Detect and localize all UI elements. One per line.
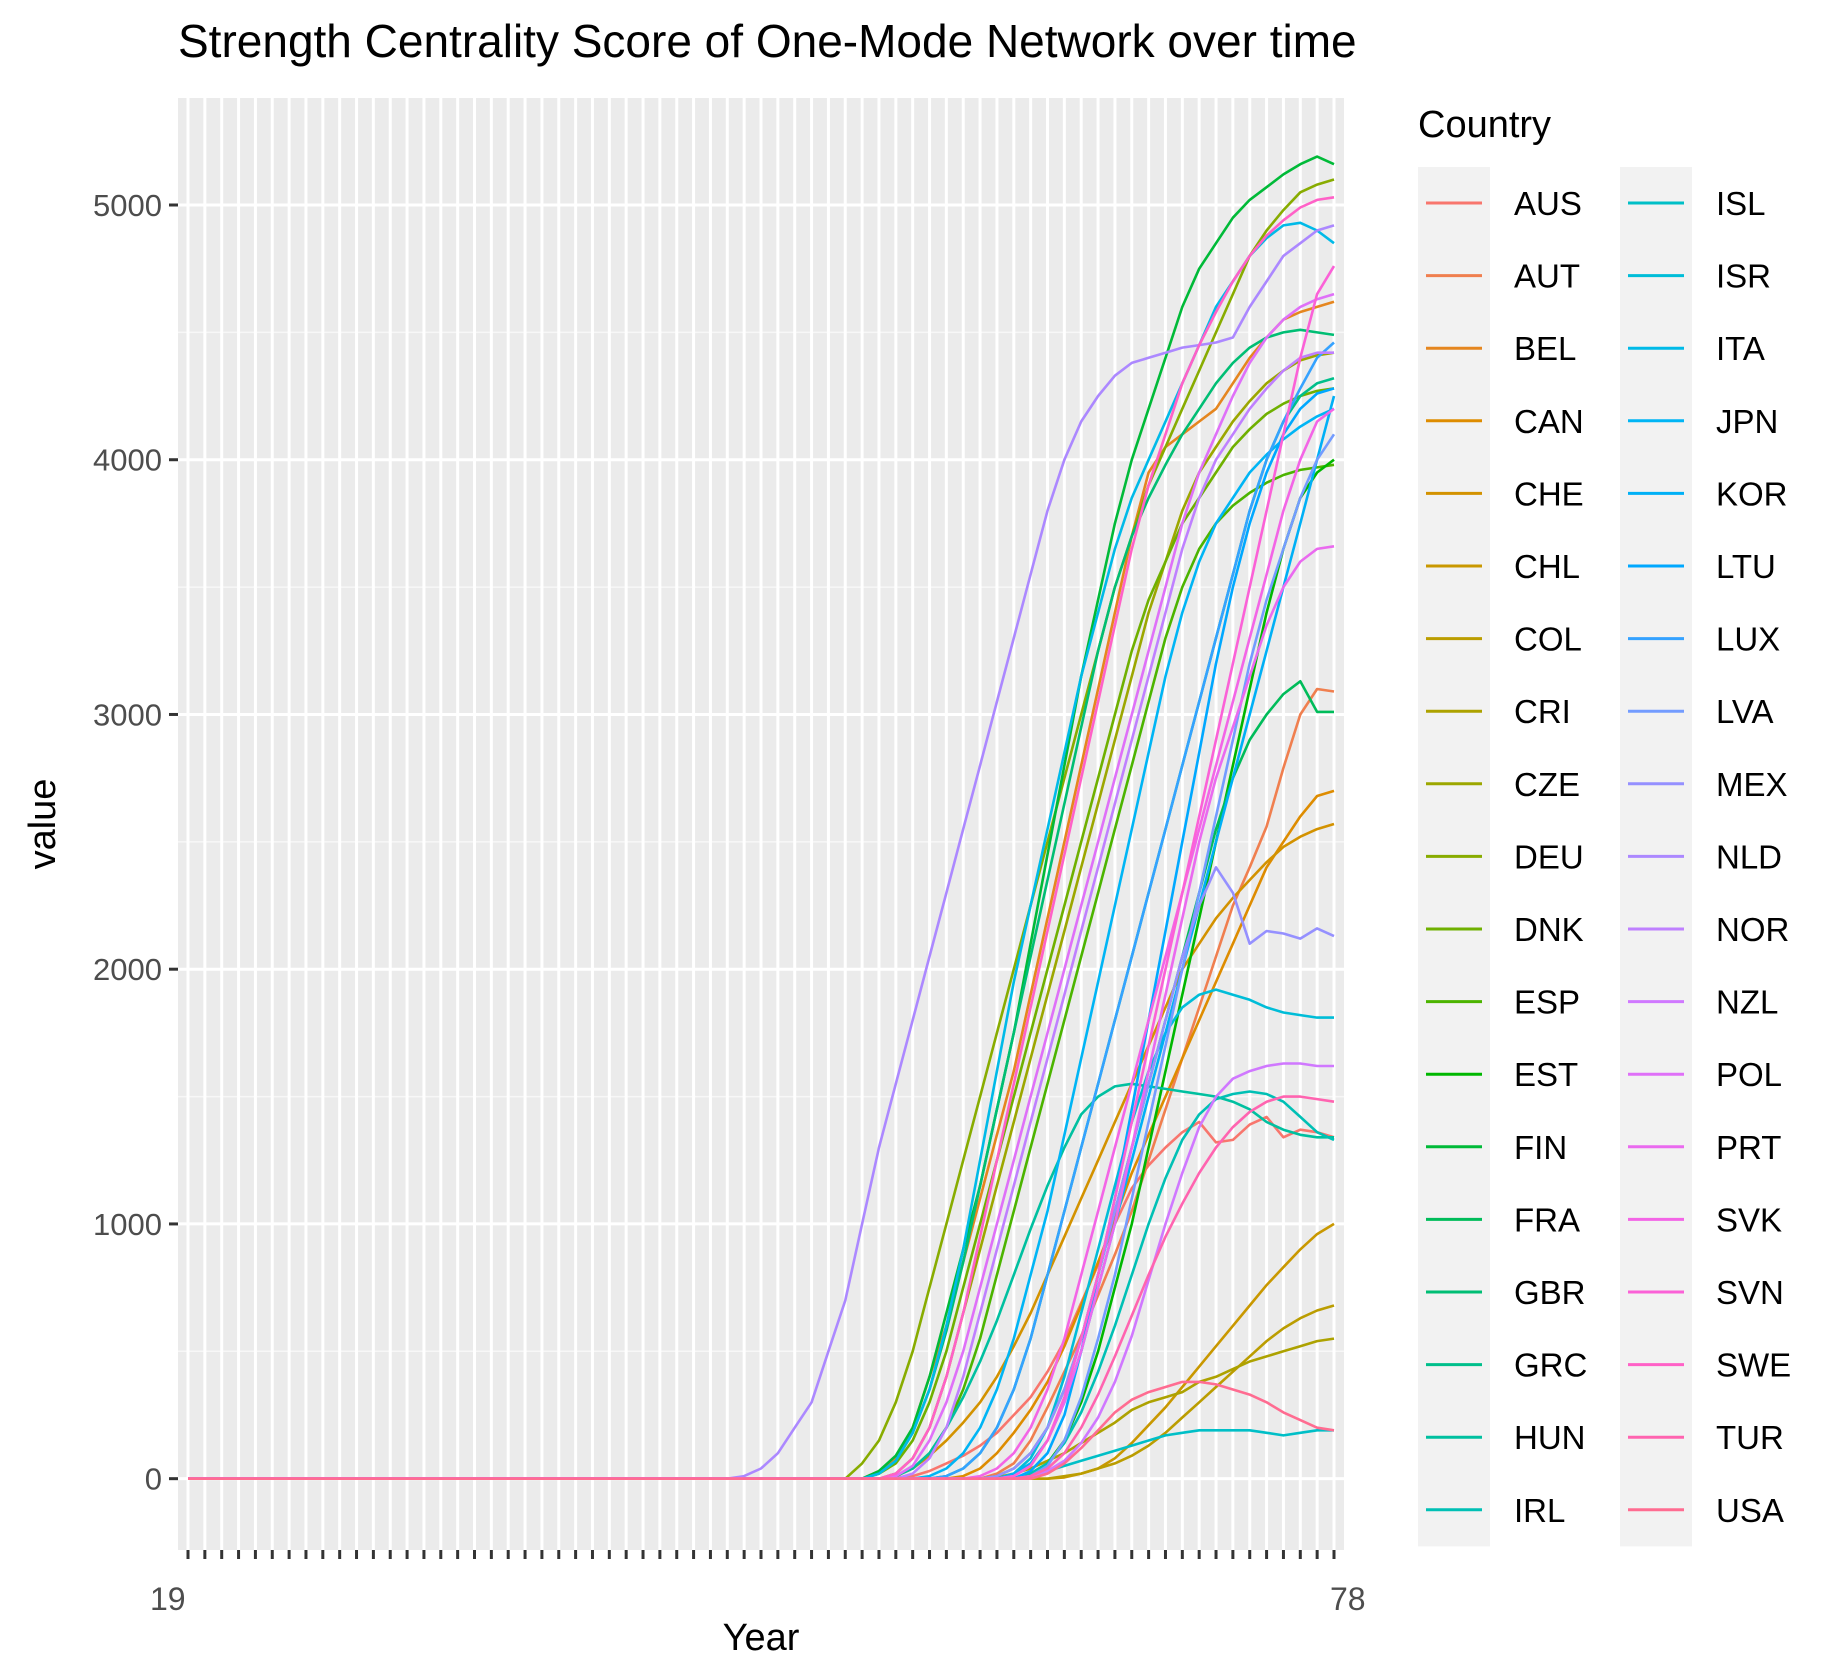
legend-label-deu: DEU [1514, 838, 1584, 875]
y-tick-label: 1000 [93, 1207, 162, 1242]
legend-label-dnk: DNK [1514, 911, 1584, 948]
legend-label-hun: HUN [1514, 1419, 1586, 1456]
legend-label-jpn: JPN [1716, 403, 1778, 440]
legend-label-nor: NOR [1716, 911, 1789, 948]
legend-label-pol: POL [1716, 1056, 1782, 1093]
legend-label-isr: ISR [1716, 258, 1771, 295]
y-tick-label: 0 [145, 1462, 162, 1497]
legend-label-irl: IRL [1514, 1492, 1565, 1529]
x-axis-last-label: 78 [1330, 1581, 1366, 1617]
legend-label-esp: ESP [1514, 984, 1580, 1021]
y-axis-ticks: 0 1000 2000 3000 4000 5000 [93, 188, 178, 1497]
legend-label-cri: CRI [1514, 693, 1571, 730]
chart-title: Strength Centrality Score of One-Mode Ne… [178, 15, 1357, 67]
legend-label-aus: AUS [1514, 185, 1582, 222]
y-tick-label: 2000 [93, 952, 162, 987]
series-lines [188, 155, 1336, 1480]
legend-label-mex: MEX [1716, 766, 1788, 803]
legend-label-fra: FRA [1514, 1201, 1580, 1238]
y-tick-label: 3000 [93, 697, 162, 732]
legend-label-est: EST [1514, 1056, 1578, 1093]
legend-label-fin: FIN [1514, 1129, 1567, 1166]
x-axis-label: Year [723, 1617, 800, 1659]
legend-label-usa: USA [1716, 1492, 1784, 1529]
legend-label-kor: KOR [1716, 475, 1788, 512]
legend-label-nld: NLD [1716, 838, 1782, 875]
legend-label-aut: AUT [1514, 258, 1580, 295]
legend-label-prt: PRT [1716, 1129, 1781, 1166]
x-axis-first-label: 19 [150, 1581, 186, 1617]
legend-label-ltu: LTU [1716, 548, 1776, 585]
legend-label-col: COL [1514, 621, 1582, 658]
x-axis-ticks [186, 1550, 1336, 1559]
legend-label-isl: ISL [1716, 185, 1766, 222]
legend-label-tur: TUR [1716, 1419, 1784, 1456]
legend-label-svn: SVN [1716, 1274, 1784, 1311]
series-line-usa [188, 1380, 1335, 1480]
legend-label-can: CAN [1514, 403, 1584, 440]
legend-label-lux: LUX [1716, 621, 1780, 658]
legend-label-svk: SVK [1716, 1201, 1782, 1238]
legend-label-swe: SWE [1716, 1347, 1791, 1384]
legend-label-lva: LVA [1716, 693, 1773, 730]
y-tick-label: 4000 [93, 443, 162, 478]
legend-title: Country [1418, 104, 1551, 146]
legend-label-chl: CHL [1514, 548, 1580, 585]
y-axis-title: value [22, 779, 64, 870]
legend-label-ita: ITA [1716, 330, 1765, 367]
y-tick-label: 5000 [93, 188, 162, 223]
legend-label-che: CHE [1514, 475, 1584, 512]
legend: AUS AUT BEL CAN CHE CHL COL CRI CZE DEU DNK ESP EST F… [1418, 167, 1791, 1547]
legend-label-gbr: GBR [1514, 1274, 1586, 1311]
legend-label-bel: BEL [1514, 330, 1576, 367]
legend-label-grc: GRC [1514, 1347, 1587, 1384]
legend-label-nzl: NZL [1716, 984, 1778, 1021]
legend-label-cze: CZE [1514, 766, 1580, 803]
